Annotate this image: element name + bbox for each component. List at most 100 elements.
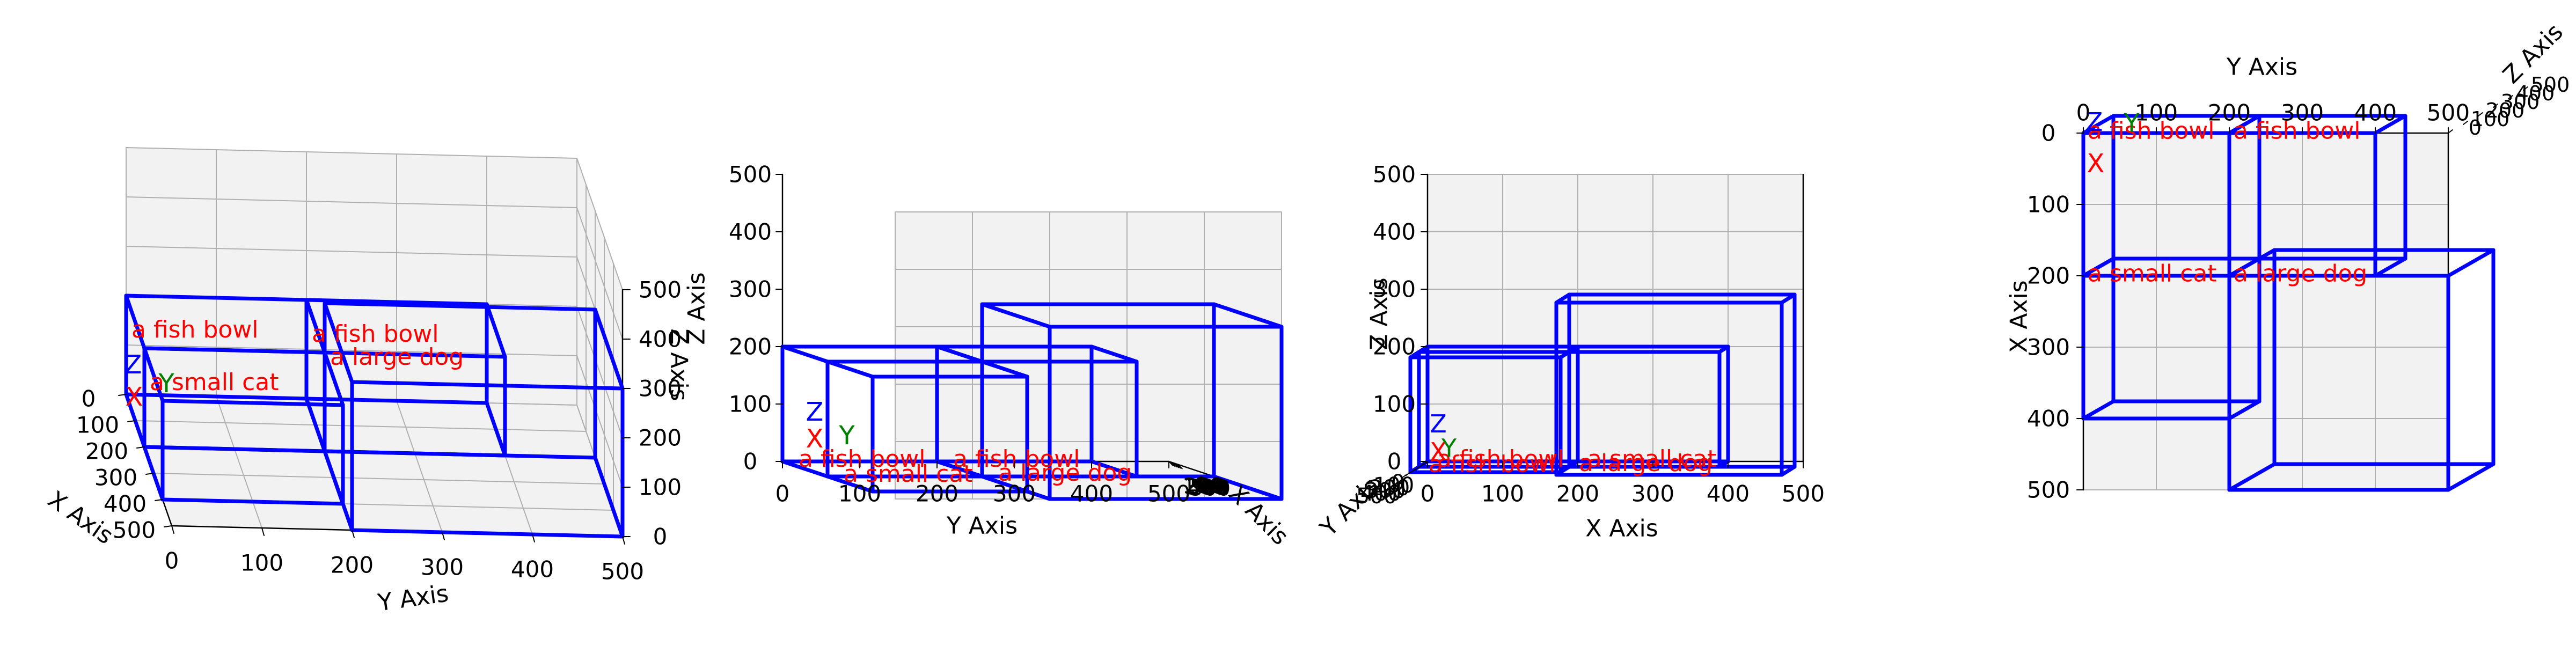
- axis-label: Z Axis: [1366, 277, 1393, 350]
- tick-mark: [127, 420, 136, 422]
- box-edge: [1780, 465, 1797, 477]
- box-edge: [935, 459, 984, 479]
- origin-marker-z: Z: [2085, 107, 2103, 137]
- tick-label: 500: [1356, 484, 1397, 509]
- grid-line: [216, 396, 262, 528]
- tick-label: 400: [1360, 481, 1401, 506]
- tick-label: 100: [838, 481, 881, 507]
- tick-label: 0: [2041, 120, 2056, 146]
- grid-line: [135, 420, 587, 432]
- box-edge: [2227, 248, 2277, 278]
- pane-1: [126, 148, 577, 405]
- tick-label: 300: [729, 276, 772, 303]
- box-label: a fish bowl: [2234, 118, 2361, 145]
- axis-label: Z Axis: [683, 272, 711, 344]
- box-edge: [593, 456, 625, 539]
- box-label: a small cat: [2088, 260, 2217, 288]
- grid-line: [153, 473, 605, 484]
- tick-label: 300: [1373, 276, 1416, 303]
- tick-label: 100: [2027, 192, 2070, 218]
- axis-label: Y Axis: [2226, 54, 2297, 81]
- tick-label: 300: [1365, 479, 1406, 503]
- box-edge: [2081, 256, 2116, 278]
- box-edge: [825, 359, 875, 379]
- box-label: a fish bowl: [953, 445, 1080, 473]
- box-edge: [1212, 302, 1284, 329]
- box-edge: [2081, 114, 2116, 135]
- tick-mark: [164, 525, 172, 527]
- tick-mark: [1168, 461, 1174, 466]
- panel-perspective: a fish bowl a fish bowl a small cat a large…: [43, 147, 693, 617]
- tick-mark: [1172, 462, 1177, 468]
- tick-label: 300: [94, 465, 137, 491]
- pane-0: [126, 394, 623, 537]
- tick-label: 200: [1184, 474, 1225, 499]
- box-edge: [1212, 474, 1284, 501]
- box-edge: [160, 399, 345, 407]
- axis-label: X Axis: [1585, 515, 1658, 542]
- tick-label: 400: [1070, 481, 1113, 507]
- box-edge: [2227, 399, 2262, 421]
- tick-label: 0: [2076, 100, 2091, 126]
- origin-marker-y: Y: [838, 421, 855, 451]
- box-edge: [323, 350, 345, 407]
- tick-label: 500: [1373, 162, 1416, 188]
- box-edge: [350, 528, 625, 539]
- tick-label: 100: [1182, 474, 1223, 498]
- origin-marker-x: X: [126, 382, 143, 412]
- grid-line: [576, 207, 623, 340]
- tick-label: 300: [2501, 90, 2540, 114]
- tick-mark: [2478, 112, 2483, 116]
- pane-0: [895, 212, 1282, 499]
- tick-label: 0: [82, 386, 96, 412]
- box-edge: [980, 474, 1052, 501]
- tick-mark: [1423, 461, 1428, 465]
- box-edge: [2446, 462, 2496, 492]
- box-label: a fish bowl: [312, 320, 439, 348]
- tick-mark: [2448, 129, 2453, 134]
- tick-mark: [2523, 86, 2528, 91]
- box-edge: [1554, 465, 1571, 477]
- tick-label: 200: [85, 438, 128, 465]
- box-edge: [304, 397, 327, 453]
- box-edge: [2081, 399, 2116, 421]
- box-edge: [124, 293, 147, 350]
- tick-label: 500: [601, 559, 644, 585]
- grid-line: [126, 196, 577, 208]
- box-edge: [160, 497, 345, 506]
- box-edge: [2373, 114, 2407, 135]
- tick-label: 500: [729, 162, 772, 188]
- tick-label: 200: [729, 334, 772, 360]
- pane-0: [2083, 133, 2448, 490]
- box-edge: [2373, 256, 2407, 278]
- tick-label: 400: [1373, 219, 1416, 245]
- tick-label: 200: [1556, 481, 1599, 507]
- tick-label: 100: [2471, 107, 2510, 131]
- tick-label: 100: [1481, 481, 1524, 507]
- box-label: a fish bowl: [1437, 445, 1564, 473]
- tick-label: 200: [331, 552, 374, 578]
- tick-mark: [1401, 474, 1407, 479]
- tick-mark: [1170, 461, 1176, 467]
- tick-label: 500: [1782, 481, 1825, 507]
- box-edge: [1554, 292, 1571, 305]
- grid-line: [576, 355, 623, 488]
- origin-marker-x: X: [806, 424, 824, 454]
- grid-line: [126, 147, 577, 159]
- tick-mark: [2493, 104, 2498, 108]
- tick-label: 400: [639, 326, 682, 353]
- tick-label: 300: [1631, 481, 1674, 507]
- tick-label: 500: [2531, 73, 2570, 97]
- tick-label: 0: [165, 548, 179, 574]
- axis-label: Y Axis: [376, 580, 450, 617]
- box-edge: [304, 397, 489, 405]
- box-label: a large dog: [998, 459, 1132, 487]
- axis-label: X Axis: [2006, 280, 2033, 353]
- box-label: a fish bowl: [2088, 118, 2215, 145]
- origin-marker-z: Z: [1430, 409, 1447, 438]
- tick-label: 400: [1188, 475, 1228, 500]
- tick-label: 100: [729, 391, 772, 417]
- pane-0: [1428, 174, 1803, 461]
- box-edge: [323, 301, 597, 312]
